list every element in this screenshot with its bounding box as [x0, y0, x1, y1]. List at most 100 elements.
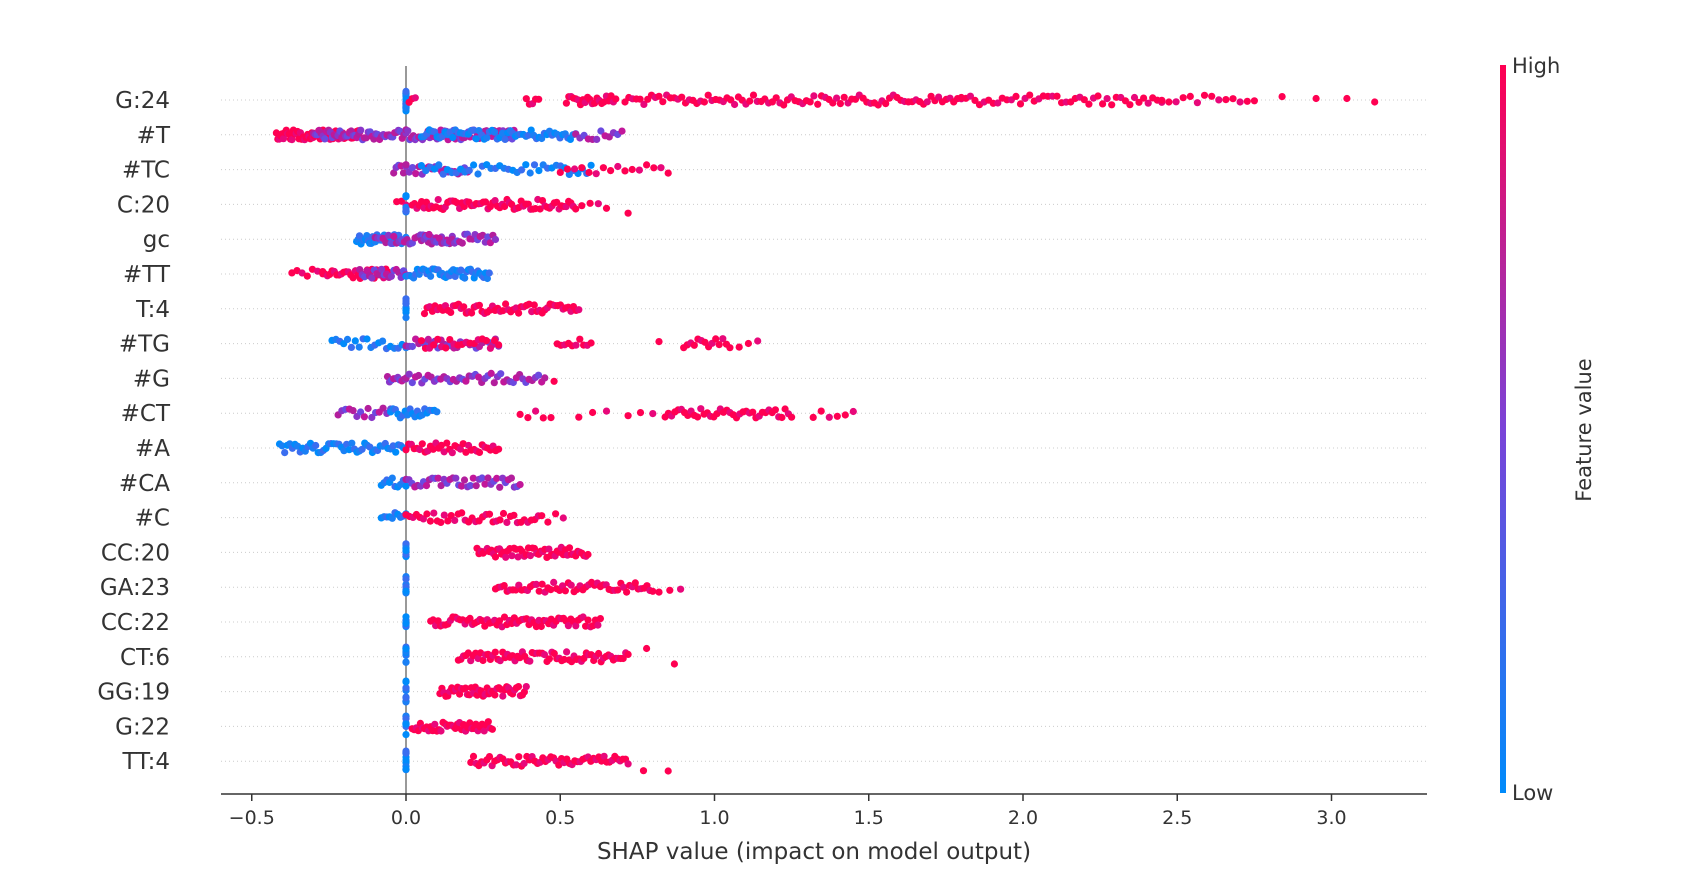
data-point — [524, 414, 532, 422]
data-point — [585, 168, 593, 177]
points — [272, 87, 1379, 775]
data-point — [430, 341, 438, 349]
data-point — [731, 100, 739, 109]
data-point — [564, 622, 573, 630]
data-point — [587, 161, 595, 169]
feature-label: #CT — [121, 401, 171, 427]
data-point — [499, 509, 508, 518]
data-point — [563, 648, 571, 656]
data-point — [530, 161, 539, 169]
data-point — [495, 445, 503, 453]
data-point — [402, 575, 410, 583]
data-point — [501, 202, 509, 211]
data-point — [514, 553, 522, 561]
data-point — [458, 239, 466, 247]
feature-label: C:20 — [117, 192, 170, 218]
data-point — [650, 164, 658, 172]
data-point — [349, 407, 357, 415]
data-point — [491, 691, 499, 699]
data-point — [510, 511, 518, 519]
data-point — [444, 517, 452, 525]
data-point — [507, 474, 515, 482]
data-point — [655, 338, 663, 346]
data-point — [593, 135, 601, 143]
data-point — [442, 344, 450, 352]
data-point — [298, 269, 306, 277]
data-point — [535, 587, 543, 595]
data-point — [624, 209, 632, 217]
data-point — [771, 406, 780, 414]
data-point — [825, 413, 833, 421]
data-point — [580, 654, 588, 663]
data-point — [281, 449, 289, 457]
data-point — [487, 369, 495, 377]
data-point — [571, 165, 579, 173]
data-point — [485, 753, 494, 761]
data-point — [535, 167, 543, 175]
data-point — [522, 161, 530, 169]
data-point — [491, 128, 499, 136]
data-point — [347, 343, 355, 351]
data-point — [614, 586, 622, 594]
data-point — [430, 509, 438, 517]
data-point — [540, 651, 549, 659]
data-point — [1179, 94, 1187, 102]
data-point — [458, 482, 466, 490]
data-point — [1099, 100, 1107, 108]
data-point — [434, 474, 442, 482]
data-point — [966, 92, 975, 100]
data-point — [466, 719, 474, 727]
data-point — [472, 135, 480, 143]
data-point — [516, 410, 524, 418]
data-point — [447, 308, 455, 316]
data-point — [402, 314, 410, 322]
data-point — [408, 379, 416, 387]
data-point — [357, 408, 365, 416]
data-point — [499, 692, 507, 700]
data-point — [596, 615, 605, 623]
data-point — [636, 409, 645, 417]
data-point — [429, 445, 437, 453]
data-point — [382, 239, 390, 247]
data-point — [576, 335, 584, 343]
data-point — [483, 274, 491, 283]
data-point — [440, 511, 448, 519]
data-point — [378, 265, 386, 273]
data-point — [578, 164, 586, 172]
data-point — [700, 98, 709, 106]
data-point — [1108, 101, 1116, 109]
data-point — [994, 99, 1002, 107]
data-point — [670, 660, 679, 668]
data-point — [841, 411, 849, 419]
data-point — [496, 516, 504, 524]
data-point — [490, 379, 498, 387]
data-point — [402, 756, 410, 764]
data-point — [621, 167, 629, 175]
data-point — [1130, 93, 1139, 102]
data-point — [607, 167, 615, 175]
data-point — [402, 587, 410, 595]
data-point — [539, 414, 547, 422]
data-point — [486, 344, 494, 352]
data-point — [556, 168, 564, 176]
data-point — [1222, 96, 1230, 104]
feature-label: #TG — [119, 332, 170, 358]
data-point — [470, 161, 478, 169]
data-point — [575, 413, 583, 421]
data-point — [402, 684, 410, 692]
data-point — [448, 449, 456, 457]
data-point — [503, 518, 511, 527]
data-point — [402, 765, 410, 773]
data-point — [452, 474, 460, 482]
data-point — [417, 337, 425, 345]
data-point — [690, 341, 698, 349]
data-point — [636, 95, 644, 103]
data-point — [408, 342, 416, 351]
feature-label: CC:22 — [101, 610, 170, 636]
data-point — [664, 767, 672, 775]
data-point — [288, 136, 296, 144]
data-point — [404, 127, 412, 135]
data-point — [456, 690, 464, 698]
data-point — [572, 622, 580, 630]
data-point — [631, 579, 639, 587]
